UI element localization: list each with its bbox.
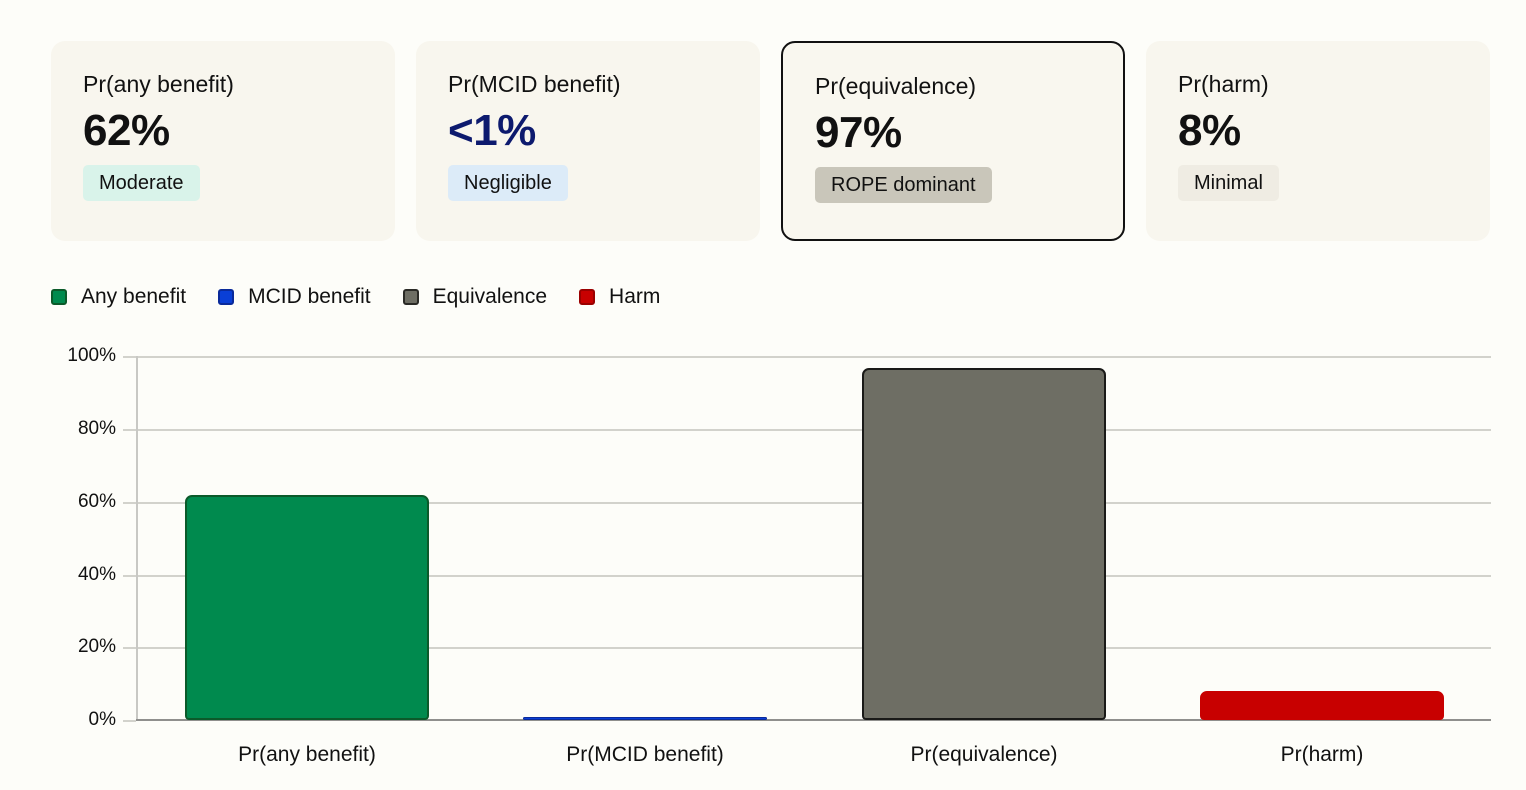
bar-harm[interactable]	[1200, 691, 1444, 720]
card-equivalence[interactable]: Pr(equivalence) 97% ROPE dominant	[781, 41, 1125, 241]
legend-label: MCID benefit	[248, 285, 371, 308]
card-label: Pr(MCID benefit)	[448, 71, 621, 97]
x-tick-label: Pr(MCID benefit)	[566, 743, 724, 766]
y-tick-label: 60%	[77, 491, 116, 512]
legend-swatch-icon	[402, 289, 419, 305]
gridline	[123, 502, 1491, 504]
bar-equivalence[interactable]	[862, 368, 1106, 720]
x-axis	[136, 719, 1491, 721]
bar-chart: 100% 80% 60% 40% 20% 0% Pr(any benefit) …	[0, 340, 1526, 790]
x-tick-label: Pr(equivalence)	[910, 743, 1058, 766]
status-badge: Negligible	[448, 165, 568, 201]
y-tick-label: 0%	[88, 709, 116, 730]
y-tick-label: 20%	[77, 636, 116, 657]
legend-item-mcid-benefit[interactable]: MCID benefit	[218, 285, 371, 309]
card-value: 8%	[1178, 106, 1241, 155]
y-tick-label: 80%	[77, 418, 116, 439]
summary-cards: Pr(any benefit) 62% Moderate Pr(MCID ben…	[51, 41, 1491, 241]
legend-swatch-icon	[218, 289, 235, 305]
y-tick-label: 40%	[77, 564, 116, 585]
y-axis	[136, 356, 138, 721]
status-badge: Moderate	[83, 165, 200, 201]
card-harm[interactable]: Pr(harm) 8% Minimal	[1146, 41, 1490, 241]
chart-legend: Any benefit MCID benefit Equivalence Har…	[51, 284, 692, 310]
status-badge: ROPE dominant	[815, 167, 992, 203]
card-value: <1%	[448, 106, 536, 155]
legend-item-any-benefit[interactable]: Any benefit	[51, 285, 186, 309]
legend-item-harm[interactable]: Harm	[579, 285, 660, 309]
legend-label: Harm	[609, 285, 661, 308]
card-any-benefit[interactable]: Pr(any benefit) 62% Moderate	[51, 41, 395, 241]
card-label: Pr(any benefit)	[83, 71, 234, 97]
gridline	[123, 647, 1491, 649]
card-value: 62%	[83, 106, 170, 155]
card-value: 97%	[815, 108, 902, 157]
card-label: Pr(harm)	[1178, 71, 1269, 97]
x-tick-label: Pr(any benefit)	[238, 743, 376, 766]
legend-swatch-icon	[51, 289, 67, 305]
gridline	[123, 720, 136, 722]
card-label: Pr(equivalence)	[815, 73, 977, 99]
card-mcid-benefit[interactable]: Pr(MCID benefit) <1% Negligible	[416, 41, 760, 241]
gridline	[123, 356, 1491, 358]
legend-label: Equivalence	[432, 285, 548, 308]
gridline	[123, 429, 1491, 431]
status-badge: Minimal	[1178, 165, 1279, 201]
gridline	[123, 575, 1491, 577]
y-tick-label: 100%	[67, 345, 116, 366]
legend-swatch-icon	[579, 289, 596, 305]
bar-mcid-benefit[interactable]	[523, 717, 767, 720]
legend-item-equivalence[interactable]: Equivalence	[402, 285, 548, 309]
x-tick-label: Pr(harm)	[1280, 743, 1364, 766]
bar-any-benefit[interactable]	[185, 495, 429, 720]
legend-label: Any benefit	[81, 285, 187, 308]
